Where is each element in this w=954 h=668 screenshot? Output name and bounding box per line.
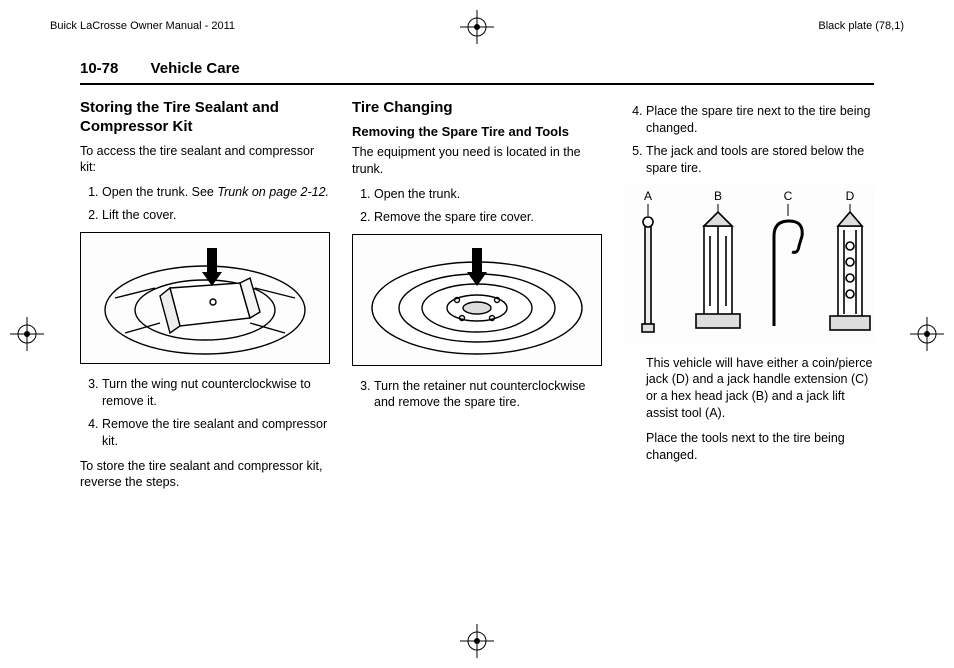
col3-note1: This vehicle will have either a coin/pie…	[646, 355, 874, 423]
spare-tire-icon	[362, 240, 592, 360]
col2-subheading: Removing the Spare Tire and Tools	[352, 124, 602, 140]
print-header-right: Black plate (78,1)	[818, 20, 904, 32]
page-body: 10-78 Vehicle Care Storing the Tire Seal…	[80, 60, 874, 618]
list-item: Remove the tire sealant and compressor k…	[102, 416, 330, 450]
col2-list-b: Turn the retainer nut counterclockwise a…	[352, 378, 602, 412]
col1-list-a: Open the trunk. See Trunk on page 2-12. …	[80, 184, 330, 224]
col1-outro: To store the tire sealant and compressor…	[80, 458, 330, 492]
cropmark-top-icon	[460, 10, 494, 44]
list-item: Remove the spare tire cover.	[374, 209, 602, 226]
list-item: Turn the retainer nut counterclockwise a…	[374, 378, 602, 412]
section-title: Vehicle Care	[151, 60, 240, 77]
page-header: 10-78 Vehicle Care	[80, 60, 874, 85]
figure-compressor-kit	[80, 232, 330, 364]
list-item: Lift the cover.	[102, 207, 330, 224]
label-d: D	[846, 189, 855, 203]
col3-note2: Place the tools next to the tire being c…	[646, 430, 874, 464]
figure-jack-tools: A B C D	[624, 185, 874, 343]
columns-container: Storing the Tire Sealant and Compressor …	[80, 99, 874, 499]
cross-ref: Trunk on page 2-12.	[217, 185, 329, 199]
column-2: Tire Changing Removing the Spare Tire an…	[352, 99, 602, 499]
compressor-kit-icon	[95, 238, 315, 358]
step-text: Open the trunk. See	[102, 185, 217, 199]
column-1: Storing the Tire Sealant and Compressor …	[80, 99, 330, 499]
col2-list-a: Open the trunk. Remove the spare tire co…	[352, 186, 602, 226]
label-b: B	[714, 189, 722, 203]
cropmark-right-icon	[910, 317, 944, 351]
column-3: Place the spare tire next to the tire be…	[624, 99, 874, 499]
col1-heading: Storing the Tire Sealant and Compressor …	[80, 99, 330, 137]
label-a: A	[644, 189, 652, 203]
col3-list: Place the spare tire next to the tire be…	[624, 103, 874, 177]
jack-tools-icon: A B C D	[624, 186, 874, 341]
cropmark-bottom-icon	[460, 624, 494, 658]
col2-heading: Tire Changing	[352, 99, 602, 118]
label-c: C	[784, 189, 793, 203]
list-item: Place the spare tire next to the tire be…	[646, 103, 874, 137]
list-item: Open the trunk.	[374, 186, 602, 203]
col1-intro: To access the tire sealant and compresso…	[80, 143, 330, 177]
col3-notes: This vehicle will have either a coin/pie…	[646, 355, 874, 464]
list-item: Turn the wing nut counterclockwise to re…	[102, 376, 330, 410]
figure-spare-tire	[352, 234, 602, 366]
list-item: Open the trunk. See Trunk on page 2-12.	[102, 184, 330, 201]
print-header-left: Buick LaCrosse Owner Manual - 2011	[50, 20, 235, 32]
col2-intro: The equipment you need is located in the…	[352, 144, 602, 178]
list-item: The jack and tools are stored below the …	[646, 143, 874, 177]
cropmark-left-icon	[10, 317, 44, 351]
page-number: 10-78	[80, 60, 118, 77]
col1-list-b: Turn the wing nut counterclockwise to re…	[80, 376, 330, 450]
